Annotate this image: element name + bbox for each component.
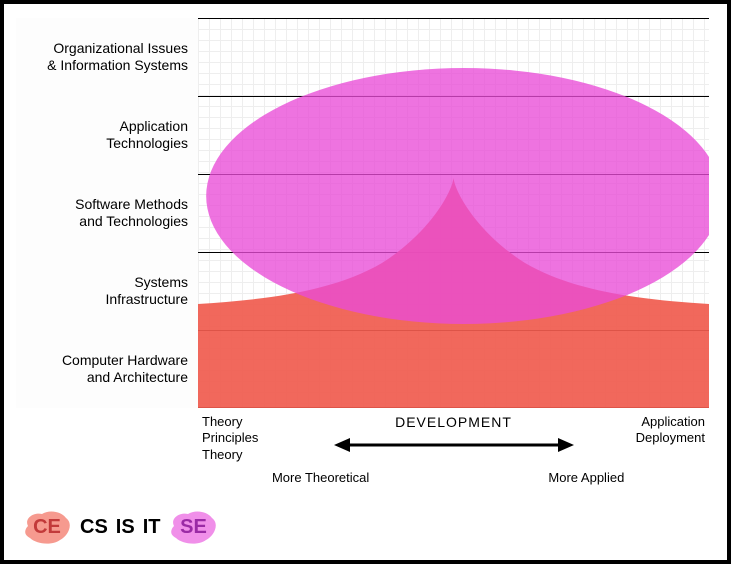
legend-is: IS: [116, 516, 135, 539]
legend-se-blob: SE: [168, 510, 218, 544]
row-label: Computer Hardwareand Architecture: [16, 330, 198, 408]
chart-area: Organizational Issues& Information Syste…: [16, 18, 709, 408]
xaxis-left-label: Theory Principles Theory: [202, 414, 258, 463]
more-applied-label: More Applied: [548, 470, 624, 485]
legend-cs: CS: [80, 516, 108, 539]
row-label: ApplicationTechnologies: [16, 96, 198, 174]
development-arrow: [334, 434, 574, 461]
row-label: Organizational Issues& Information Syste…: [16, 18, 198, 96]
plot-area: [198, 18, 709, 408]
shapes-svg: [198, 18, 709, 408]
row-label: SystemsInfrastructure: [16, 252, 198, 330]
xaxis-right-label: Application Deployment: [636, 414, 705, 447]
row-labels: Organizational Issues& Information Syste…: [16, 18, 198, 408]
diagram-frame: Organizational Issues& Information Syste…: [0, 0, 731, 564]
more-theoretical-label: More Theoretical: [272, 470, 369, 485]
xaxis-title: DEVELOPMENT: [395, 414, 512, 430]
row-label: Software Methodsand Technologies: [16, 174, 198, 252]
legend-it: IT: [143, 516, 161, 539]
se-shape: [206, 68, 709, 324]
legend: CE CS IS IT SE: [22, 510, 218, 544]
legend-ce-blob: CE: [22, 510, 72, 544]
